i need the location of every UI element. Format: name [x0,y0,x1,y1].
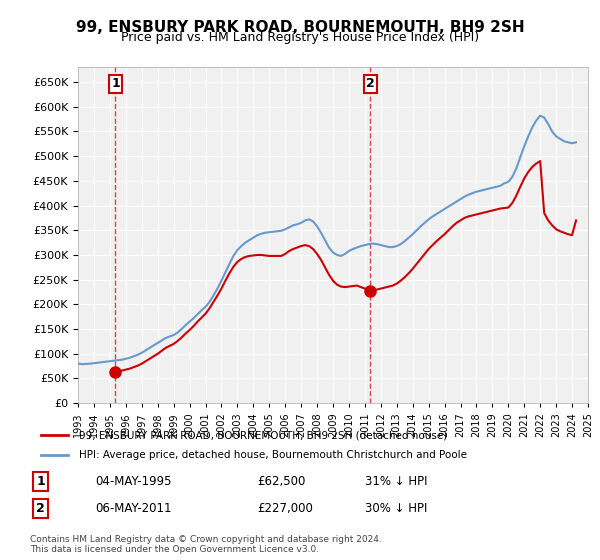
Text: Contains HM Land Registry data © Crown copyright and database right 2024.
This d: Contains HM Land Registry data © Crown c… [30,535,382,554]
Text: 30% ↓ HPI: 30% ↓ HPI [365,502,427,515]
Text: 06-MAY-2011: 06-MAY-2011 [95,502,172,515]
Text: 2: 2 [366,77,375,90]
Text: 99, ENSBURY PARK ROAD, BOURNEMOUTH, BH9 2SH: 99, ENSBURY PARK ROAD, BOURNEMOUTH, BH9 … [76,20,524,35]
Text: 2: 2 [37,502,45,515]
Text: 99, ENSBURY PARK ROAD, BOURNEMOUTH, BH9 2SH (detached house): 99, ENSBURY PARK ROAD, BOURNEMOUTH, BH9 … [79,430,447,440]
Text: £227,000: £227,000 [257,502,313,515]
Text: 04-MAY-1995: 04-MAY-1995 [95,475,172,488]
Text: HPI: Average price, detached house, Bournemouth Christchurch and Poole: HPI: Average price, detached house, Bour… [79,450,467,460]
Text: £62,500: £62,500 [257,475,305,488]
Text: 1: 1 [37,475,45,488]
Text: Price paid vs. HM Land Registry's House Price Index (HPI): Price paid vs. HM Land Registry's House … [121,31,479,44]
Text: 1: 1 [111,77,120,90]
Text: 31% ↓ HPI: 31% ↓ HPI [365,475,427,488]
